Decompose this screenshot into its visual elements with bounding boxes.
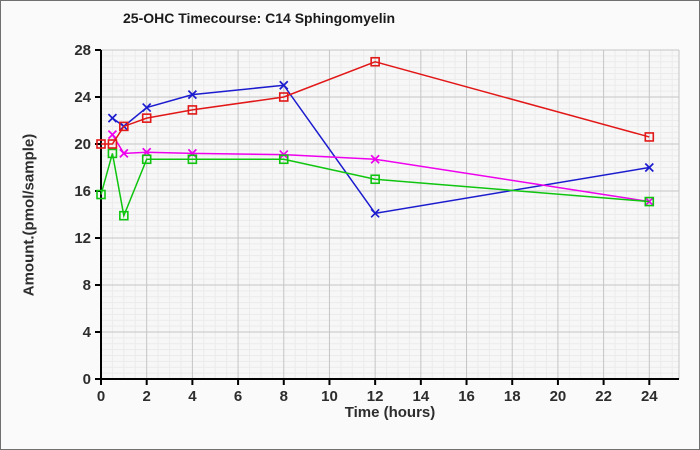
y-axis-label: Amount.(pmol/sample)	[20, 133, 38, 297]
series-red-marker	[370, 56, 380, 67]
y-tick-label: 20	[74, 136, 91, 153]
series-red-marker	[96, 139, 106, 149]
series-magenta-marker	[107, 129, 118, 140]
series-magenta-marker	[119, 148, 129, 159]
series-red-marker	[187, 105, 198, 115]
series-blue-marker	[644, 162, 654, 173]
series-green-line	[100, 153, 650, 219]
x-tick-label: 24	[641, 388, 658, 405]
y-tick-label: 0	[83, 371, 91, 388]
series-green-marker	[370, 174, 380, 185]
x-tick-label: 2	[143, 388, 151, 405]
y-tick-label: 4	[83, 324, 92, 341]
series-blue-marker	[107, 113, 118, 123]
x-axis-label: Time (hours)	[344, 404, 436, 421]
y-tick-label: 8	[83, 277, 91, 294]
series-blue-marker	[142, 102, 152, 113]
x-tick-label: 8	[280, 388, 288, 405]
series-green-marker	[644, 196, 655, 207]
x-tick-label: 4	[188, 388, 197, 405]
series-blue-marker	[279, 80, 289, 90]
series-green-marker	[141, 154, 152, 165]
series-red-marker	[644, 132, 655, 142]
y-tick-label: 28	[74, 42, 91, 59]
series-green-marker	[278, 154, 289, 165]
series-red-line	[101, 60, 650, 145]
series-red-marker	[107, 139, 118, 149]
y-tick-label: 16	[74, 183, 91, 200]
series-red-marker	[141, 113, 152, 123]
series-green-marker	[187, 154, 198, 165]
y-tick-label: 12	[74, 230, 91, 247]
series-red-marker	[278, 92, 289, 102]
series-red-marker	[119, 121, 129, 132]
y-tick-label: 24	[74, 89, 91, 106]
series-magenta-marker	[370, 154, 380, 164]
x-tick-label: 12	[367, 388, 384, 405]
x-tick-label: 18	[504, 388, 521, 405]
series-green-marker	[107, 148, 118, 159]
x-tick-label: 10	[321, 388, 338, 405]
x-tick-label: 20	[550, 388, 567, 405]
x-tick-label: 6	[234, 388, 242, 405]
x-tick-label: 0	[97, 388, 105, 405]
series-green-marker	[96, 189, 106, 200]
series-blue-marker	[187, 90, 197, 100]
x-tick-label: 16	[458, 388, 475, 405]
chart-title: 25-OHC Timecourse: C14 Sphingomyelin	[123, 10, 396, 26]
series-green-marker	[119, 210, 129, 221]
x-tick-label: 22	[595, 388, 612, 405]
x-tick-label: 14	[412, 388, 429, 405]
series-blue-marker	[370, 208, 380, 218]
